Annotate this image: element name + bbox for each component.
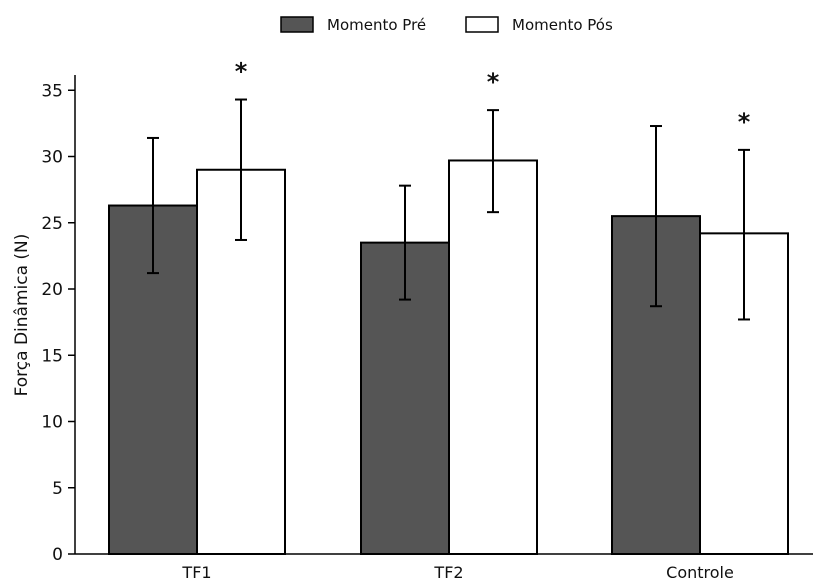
y-axis-title: Força Dinâmica (N): [12, 234, 32, 397]
y-tick-label: 0: [52, 545, 63, 565]
x-category-label: TF2: [433, 563, 463, 580]
legend-label-pos: Momento Pós: [512, 16, 613, 34]
y-tick-label: 35: [41, 81, 63, 101]
legend-swatch-pos: [465, 16, 499, 33]
y-tick-label: 20: [41, 280, 63, 300]
legend-swatch-pre: [280, 16, 314, 33]
bar: [611, 215, 701, 555]
y-tick-label: 5: [52, 479, 63, 499]
significance-mark: *: [487, 68, 500, 96]
category-labels: TF1 TF2 Controle: [181, 563, 733, 580]
y-tick-label: 10: [41, 413, 63, 433]
significance-marks: * * *: [235, 58, 751, 136]
x-category-label: Controle: [666, 563, 734, 580]
bar: [448, 159, 538, 555]
legend: Momento Pré Momento Pós: [280, 16, 613, 34]
legend-label-pre: Momento Pré: [327, 16, 426, 34]
x-category-label: TF1: [181, 563, 211, 580]
y-tick-label: 15: [41, 346, 63, 366]
significance-mark: *: [738, 108, 751, 136]
y-ticks: 0 5 10 15 20 25 30 35: [41, 81, 75, 565]
y-tick-label: 25: [41, 214, 63, 234]
y-tick-label: 30: [41, 148, 63, 168]
significance-mark: *: [235, 58, 248, 86]
bars: [108, 159, 789, 555]
error-bars: [147, 98, 750, 321]
